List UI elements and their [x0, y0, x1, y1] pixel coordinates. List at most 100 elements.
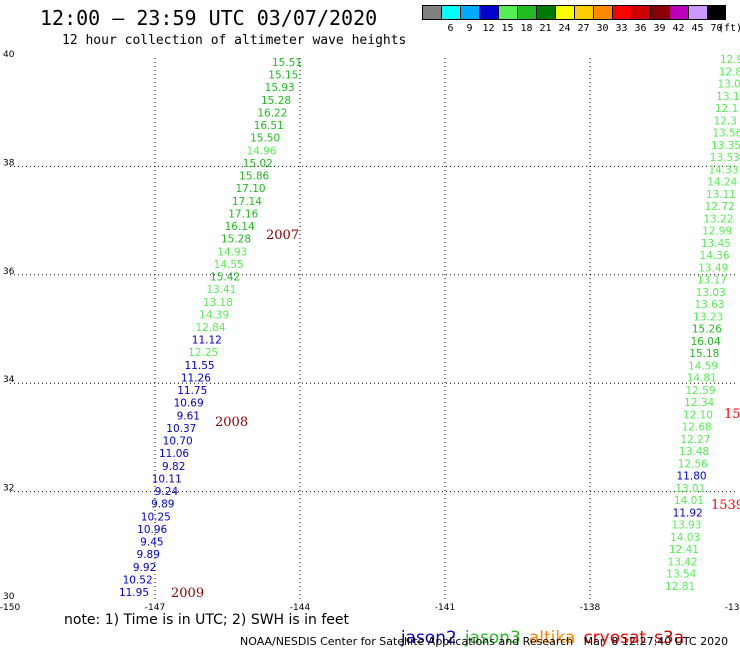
wave-height-label: 15.42 — [210, 272, 240, 284]
wave-height-label: 11.06 — [159, 448, 189, 460]
wave-height-label: 12.84 — [195, 322, 225, 334]
wave-height-label: 14.55 — [214, 259, 244, 271]
wave-height-label: 13.54 — [666, 569, 696, 581]
legend-swatch-36 — [631, 5, 650, 20]
map-title: 12:00 – 23:59 UTC 03/07/2020 — [40, 6, 378, 30]
wave-height-label: 14.39 — [199, 309, 229, 321]
legend-label: 70 — [710, 23, 723, 34]
sat-cryosat: cryosat — [583, 628, 647, 648]
legend-label: 15 — [501, 23, 514, 34]
legend-swatch-45 — [688, 5, 707, 20]
wave-height-label: 12.41 — [669, 544, 699, 556]
lon-tick-label: -147 — [145, 603, 165, 613]
wave-height-label: 11.80 — [677, 471, 707, 483]
legend-label: 30 — [596, 23, 609, 34]
wave-height-label: 10.69 — [174, 398, 204, 410]
wave-height-label: 13.41 — [206, 284, 236, 296]
wave-height-label: 9.89 — [137, 549, 160, 561]
pass-time-label: 1539 — [711, 498, 740, 513]
wave-height-label: 12.68 — [682, 422, 712, 434]
map-subtitle: 12 hour collection of altimeter wave hei… — [62, 33, 407, 48]
wave-height-label: 13.93 — [671, 520, 701, 532]
legend-swatch-70 — [707, 5, 726, 20]
wave-height-label: 10.96 — [137, 524, 167, 536]
lat-tick-label: 36 — [3, 267, 15, 277]
wave-height-label: 13.03 — [696, 287, 726, 299]
lon-tick-label: -141 — [435, 603, 455, 613]
wave-height-label: 13.48 — [679, 446, 709, 458]
wave-height-label: 9.89 — [151, 499, 174, 511]
wave-height-label: 17.14 — [232, 196, 262, 208]
legend-label: 45 — [691, 23, 704, 34]
wave-height-label: 13.1 — [716, 91, 739, 103]
legend-unit: (ft) — [718, 23, 740, 34]
lat-tick-label: 30 — [3, 592, 15, 602]
wave-height-label: 14.93 — [217, 246, 247, 258]
wave-height-label: 9.92 — [133, 562, 156, 574]
sat-jason3: jason3 — [464, 628, 521, 648]
wave-height-label: 11.92 — [673, 507, 703, 519]
legend-swatch-24 — [555, 5, 574, 20]
pass-time-labels: 2007 2008 2009 15 1539 — [171, 228, 740, 601]
wave-height-label: 13.18 — [203, 297, 233, 309]
wave-height-label: 12.3 — [714, 115, 737, 127]
wave-height-label: 13.22 — [703, 213, 733, 225]
wave-height-label: 15.02 — [243, 158, 273, 170]
legend-label: 36 — [634, 23, 647, 34]
legend-swatch-15 — [498, 5, 517, 20]
legend-label: 42 — [672, 23, 685, 34]
legend-swatch-6 — [441, 5, 460, 20]
wave-height-label: 9.82 — [162, 461, 185, 473]
wave-height-label: 12.27 — [680, 434, 710, 446]
legend-swatch-18 — [517, 5, 536, 20]
wave-height-label: 13.42 — [668, 556, 698, 568]
legend-label: 18 — [520, 23, 533, 34]
lat-tick-label: 34 — [3, 375, 15, 385]
satellite-key: jason2 jason3 altika cryosat s3a — [390, 608, 692, 648]
wave-height-label: 13.63 — [694, 299, 724, 311]
wave-height-label: 9.45 — [140, 537, 163, 549]
wave-height-label: 14.59 — [688, 360, 718, 372]
wave-height-label: 16.14 — [225, 221, 255, 233]
wave-height-label: 13.53 — [710, 152, 740, 164]
wave-height-label: 11.95 — [119, 587, 149, 599]
wave-height-label: 12.25 — [188, 347, 218, 359]
wave-height-label: 12.81 — [665, 581, 695, 593]
legend-label: 12 — [482, 23, 495, 34]
wave-height-label: 15.15 — [268, 70, 298, 82]
pass-time-label: 2008 — [215, 415, 248, 430]
wave-height-label: 10.52 — [123, 574, 153, 586]
legend-swatch-42 — [669, 5, 688, 20]
legend-swatch-39 — [650, 5, 669, 20]
wave-height-label: 14.24 — [707, 177, 737, 189]
legend-swatch-21 — [536, 5, 555, 20]
lon-tick-label: -144 — [290, 603, 311, 613]
legend-swatch-27 — [574, 5, 593, 20]
lat-tick-label: 32 — [3, 484, 14, 494]
pass-time-label: 2009 — [171, 586, 204, 601]
sat-altika: altika — [528, 628, 576, 648]
lon-tick-label: -135 — [725, 603, 740, 613]
legend-swatch-9 — [460, 5, 479, 20]
wave-height-label: 14.03 — [670, 532, 700, 544]
legend-label: 9 — [466, 23, 473, 34]
wave-height-label: 12.56 — [678, 458, 708, 470]
pass-time-label: 2007 — [266, 228, 299, 243]
wave-height-label: 11.12 — [192, 335, 222, 347]
wave-height-label: 16.51 — [254, 120, 284, 132]
wave-height-label: 13.01 — [675, 483, 705, 495]
footer-note: note: 1) Time is in UTC; 2) SWH is in fe… — [64, 612, 350, 628]
lat-tick-label: 38 — [3, 158, 15, 168]
wave-height-label: 16.22 — [257, 107, 287, 119]
wave-height-label: 14.01 — [674, 495, 704, 507]
wave-height-label: 10.25 — [141, 511, 171, 523]
wave-height-label: 10.11 — [152, 473, 182, 485]
legend-label: 39 — [653, 23, 666, 34]
wave-height-label: 15.28 — [221, 234, 251, 246]
wave-height-label: 14.33 — [708, 164, 738, 176]
wave-height-label: 9.24 — [155, 486, 179, 498]
wave-height-label: 13.56 — [712, 128, 740, 140]
wave-height-label: 14.96 — [246, 145, 276, 157]
wave-height-label: 12.99 — [702, 226, 732, 238]
